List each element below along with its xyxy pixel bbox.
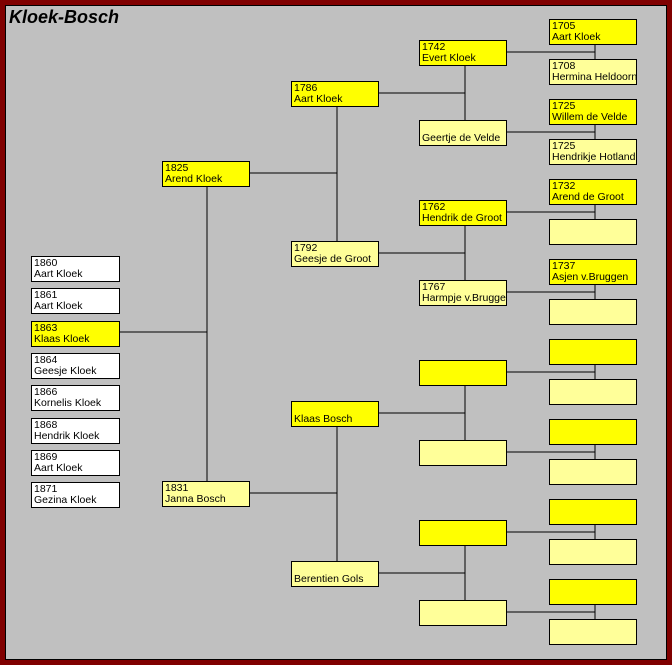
person-name: Aart Kloek — [34, 268, 83, 280]
person-name: Janna Bosch — [165, 493, 226, 505]
person-box: 1737 Asjen v.Bruggen — [549, 259, 637, 285]
person-box: 1871 Gezina Kloek — [31, 482, 120, 509]
person-name: Berentien Gols — [294, 573, 364, 585]
person-name: Aart Kloek — [294, 93, 343, 105]
person-year: 1737 — [552, 260, 576, 272]
person-year: 1725 — [552, 100, 576, 112]
person-year: 1866 — [34, 386, 58, 399]
person-box — [549, 619, 637, 645]
person-box: 1725 Willem de Velde — [549, 99, 637, 125]
person-box — [549, 299, 637, 325]
person-box: 1864 Geesje Kloek — [31, 352, 120, 379]
person-year: 1732 — [552, 180, 576, 192]
person-box — [549, 339, 637, 365]
person-name: Kornelis Kloek — [34, 397, 102, 410]
person-year: 1869 — [34, 450, 58, 463]
person-box — [549, 579, 637, 605]
person-box: Klaas Bosch — [291, 401, 379, 427]
person-year: 1762 — [422, 201, 446, 213]
person-box: 1861 Aart Kloek — [31, 288, 120, 315]
person-box: 1742 Evert Kloek — [419, 40, 507, 66]
person-year: 1863 — [34, 321, 58, 334]
person-name: Aart Kloek — [552, 31, 601, 43]
person-name: Asjen v.Bruggen — [552, 271, 629, 283]
person-year: 1742 — [422, 41, 446, 53]
person-box — [549, 379, 637, 405]
person-box — [549, 419, 637, 445]
person-year: 1767 — [422, 281, 446, 293]
person-name: Hendrik de Groot — [422, 212, 502, 224]
person-box: 1866 Kornelis Kloek — [31, 385, 120, 412]
person-year: 1860 — [34, 257, 58, 269]
person-year: 1708 — [552, 60, 576, 72]
person-box — [419, 520, 507, 546]
person-name: Willem de Velde — [552, 111, 628, 123]
person-box — [549, 219, 637, 245]
person-year: 1871 — [34, 483, 58, 496]
person-name: Klaas Bosch — [294, 413, 353, 425]
person-year: 1831 — [165, 482, 189, 494]
person-name: Arend de Groot — [552, 191, 624, 203]
person-box: 1860 Aart Kloek — [31, 256, 120, 282]
person-name: Klaas Kloek — [34, 332, 90, 345]
person-year: 1825 — [165, 162, 189, 174]
person-box: Berentien Gols — [291, 561, 379, 587]
person-box — [419, 360, 507, 386]
person-year: 1725 — [552, 140, 576, 152]
person-box: 1705 Aart Kloek — [549, 19, 637, 45]
person-name: Hermina Heldoorn — [552, 71, 637, 83]
person-name: Hendrik Kloek — [34, 429, 100, 442]
person-box — [549, 539, 637, 565]
person-box: 1732 Arend de Groot — [549, 179, 637, 205]
person-year: 1786 — [294, 82, 318, 94]
person-box: 1725 Hendrikje Hotland — [549, 139, 637, 165]
person-year: 1861 — [34, 289, 58, 302]
person-box — [549, 459, 637, 485]
person-box: 1708 Hermina Heldoorn — [549, 59, 637, 85]
person-box: 1863 Klaas Kloek — [31, 320, 120, 347]
person-box — [419, 600, 507, 626]
person-name: Harmpje v.Bruggen — [422, 292, 507, 304]
person-year: 1705 — [552, 20, 576, 32]
person-year: 1868 — [34, 418, 58, 431]
title: Kloek-Bosch — [9, 7, 120, 27]
person-box: 1869 Aart Kloek — [31, 449, 120, 476]
person-name: Geesje de Groot — [294, 253, 372, 265]
person-box — [549, 499, 637, 525]
person-box — [419, 440, 507, 466]
person-box: 1825 Arend Kloek — [162, 161, 250, 187]
person-name: Geertje de Velde — [422, 132, 501, 144]
person-name: Hendrikje Hotland — [552, 151, 636, 163]
person-name: Geesje Kloek — [34, 364, 97, 377]
person-name: Aart Kloek — [34, 300, 83, 313]
person-box: 1786 Aart Kloek — [291, 81, 379, 107]
person-name: Evert Kloek — [422, 52, 476, 64]
person-box: 1831 Janna Bosch — [162, 481, 250, 507]
person-name: Aart Kloek — [34, 461, 83, 474]
person-box: 1868 Hendrik Kloek — [31, 417, 120, 444]
person-box: 1792 Geesje de Groot — [291, 241, 379, 267]
person-box: Geertje de Velde — [419, 120, 507, 146]
person-year: 1864 — [34, 353, 58, 366]
person-box: 1762 Hendrik de Groot — [419, 200, 507, 226]
person-name: Gezina Kloek — [34, 494, 97, 507]
person-year: 1792 — [294, 242, 318, 254]
person-box: 1767 Harmpje v.Bruggen — [419, 280, 507, 306]
person-name: Arend Kloek — [165, 173, 223, 185]
